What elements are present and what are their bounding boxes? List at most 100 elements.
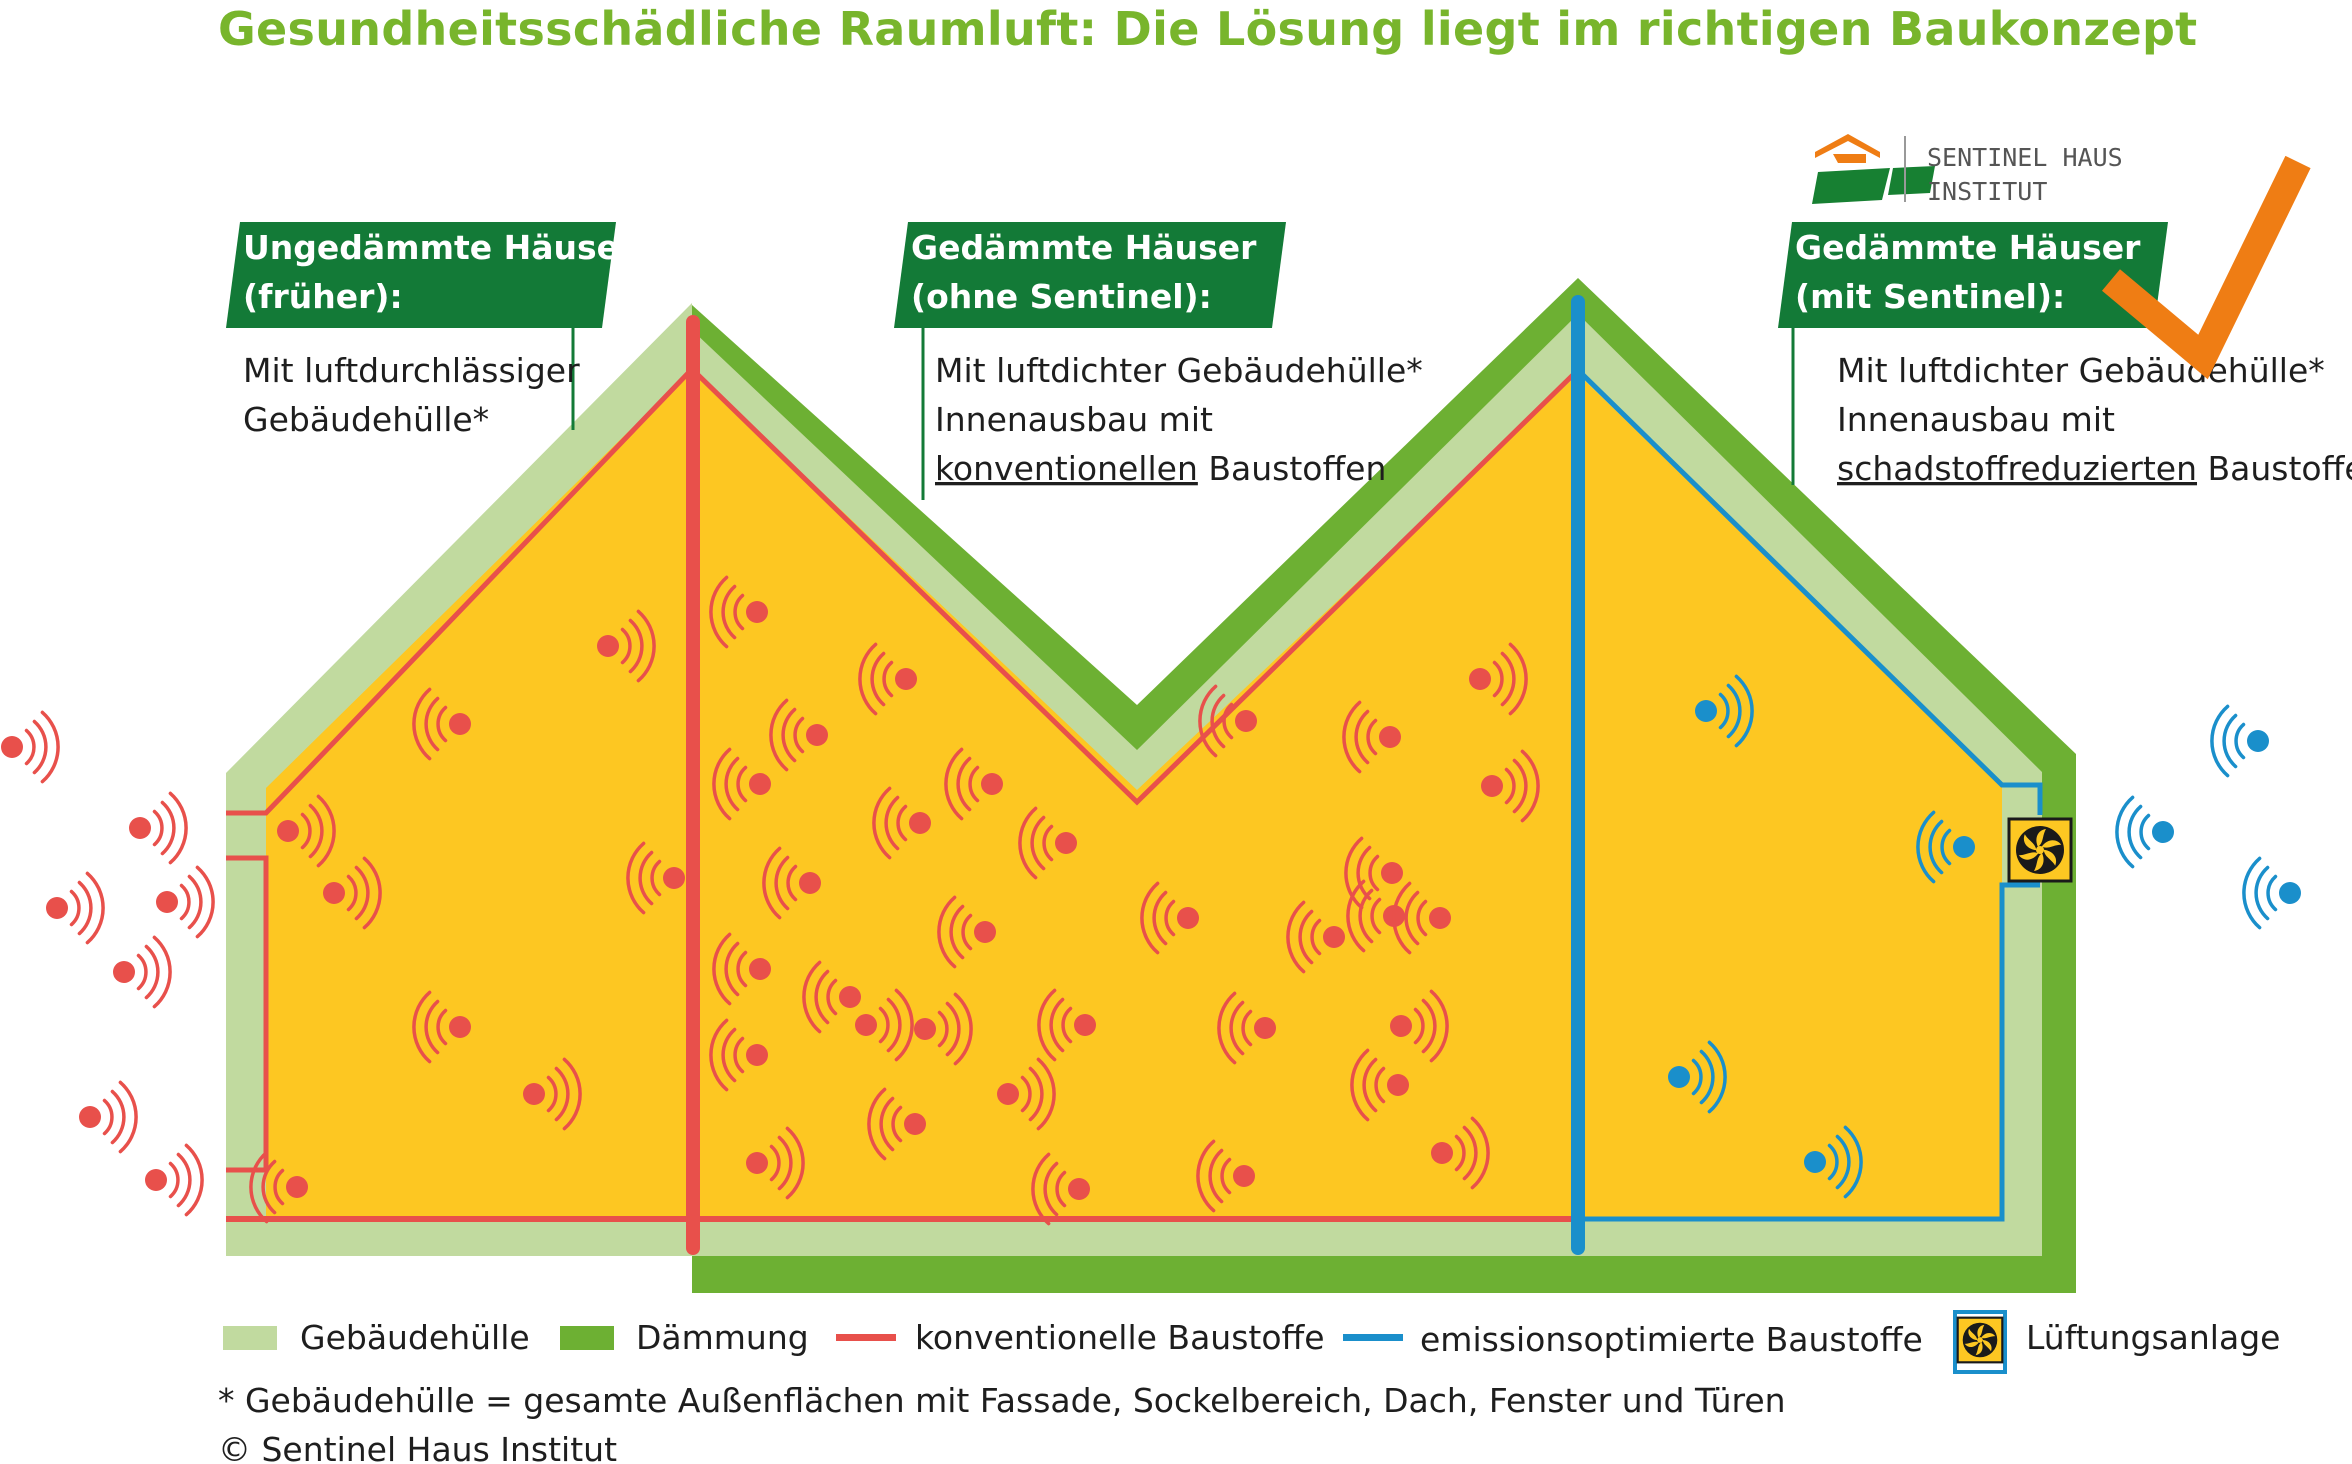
emission-wave-icon <box>867 1087 926 1161</box>
legend-emission-optimized-label: emissionsoptimierte Baustoffe <box>1420 1320 1923 1359</box>
house-heading-line: (früher): <box>243 277 403 316</box>
house-label-box <box>226 222 616 328</box>
emission-wave-icon <box>1469 642 1528 716</box>
emission-wave-icon <box>762 846 821 920</box>
emission-wave-icon <box>1198 684 1257 758</box>
legend-envelope-label: Gebäudehülle <box>300 1318 530 1357</box>
legend: Gebäudehülle Dämmung konventionelle Baus… <box>223 1310 2280 1374</box>
emission-wave-icon <box>858 642 917 716</box>
emission-wave-icon <box>113 935 172 1009</box>
emission-wave-icon <box>1031 1152 1090 1226</box>
sentinel-house-logo-icon <box>1812 134 1935 204</box>
emission-wave-icon <box>79 1080 138 1154</box>
building-section <box>226 278 2076 1293</box>
emission-wave-icon <box>1 710 60 784</box>
description-segment: Gebäudehülle* <box>243 400 489 439</box>
house-heading-line: Gedämmte Häuser <box>911 228 1257 267</box>
emission-wave-icon <box>1695 674 1754 748</box>
emission-wave-icon <box>145 1143 204 1217</box>
emission-wave-icon <box>46 871 105 945</box>
legend-emission-optimized-swatch <box>1343 1334 1403 1341</box>
emission-wave-icon <box>872 786 931 860</box>
legend-conventional-label: konventionelle Baustoffe <box>915 1318 1325 1357</box>
emission-wave-icon <box>1018 806 1077 880</box>
emission-wave-icon <box>746 1126 805 1200</box>
house-heading-line: (mit Sentinel): <box>1795 277 2065 316</box>
emission-wave-icon <box>277 794 336 868</box>
ventilation-fan-icon <box>2007 817 2073 883</box>
emission-wave-icon <box>1668 1040 1727 1114</box>
house-description-line: schadstoffreduzierten Baustoffen <box>1837 449 2352 488</box>
legend-insulation-label: Dämmung <box>636 1318 809 1357</box>
emission-wave-icon <box>156 865 215 939</box>
emission-wave-icon <box>2242 856 2301 930</box>
house-heading-line: Ungedämmte Häuser <box>243 228 636 267</box>
emission-wave-icon <box>1344 836 1403 910</box>
house-label-2: Gedämmte Häuser (ohne Sentinel): Mit luftd… <box>894 222 1423 500</box>
description-segment: Innenausbau mit <box>1837 400 2115 439</box>
logo-text-line2: INSTITUT <box>1927 177 2047 206</box>
emission-wave-icon <box>1217 991 1276 1065</box>
emission-wave-icon <box>412 687 471 761</box>
house-label-box <box>894 222 1286 328</box>
emission-symbols <box>1 575 2301 1226</box>
emission-wave-icon <box>2115 795 2174 869</box>
logo-text-line1: SENTINEL HAUS <box>1927 143 2123 172</box>
emission-wave-icon <box>769 698 828 772</box>
house-label-1: Ungedämmte Häuser (früher): Mit luftdurchl… <box>226 222 636 439</box>
house-heading-line: (ohne Sentinel): <box>911 277 1212 316</box>
description-segment: Innenausbau mit <box>935 400 1213 439</box>
emission-wave-icon <box>802 960 861 1034</box>
house-labels: Ungedämmte Häuser (früher): Mit luftdurchl… <box>226 222 2352 500</box>
emission-wave-icon <box>712 747 771 821</box>
emission-wave-icon <box>712 932 771 1006</box>
description-segment: Mit luftdurchlässiger <box>243 351 580 390</box>
emission-wave-icon <box>855 988 914 1062</box>
house-heading-line: Gedämmte Häuser <box>1795 228 2141 267</box>
house-description-line: Innenausbau mit <box>935 400 1213 439</box>
emission-wave-icon <box>1286 900 1345 974</box>
emission-wave-icon <box>1431 1116 1490 1190</box>
legend-insulation-swatch <box>560 1326 614 1350</box>
emission-wave-icon <box>597 609 656 683</box>
emission-wave-icon <box>129 791 188 865</box>
checkmark-icon <box>2102 155 2311 380</box>
legend-envelope-swatch <box>223 1326 277 1350</box>
description-segment: konventionellen <box>935 449 1198 488</box>
emission-wave-icon <box>709 1018 768 1092</box>
emission-wave-icon <box>1196 1139 1255 1213</box>
house-description-line: Mit luftdichter Gebäudehülle* <box>1837 351 2325 390</box>
description-segment: schadstoffreduzierten <box>1837 449 2197 488</box>
house-description-line: Gebäudehülle* <box>243 400 489 439</box>
house-label-3: Gedämmte Häuser (mit Sentinel): Mit luftdi… <box>1778 222 2352 488</box>
description-segment: Baustoffen <box>2197 449 2352 488</box>
emission-wave-icon <box>412 990 471 1064</box>
emission-wave-icon <box>626 841 685 915</box>
emission-wave-icon <box>1037 988 1096 1062</box>
emission-wave-icon <box>1140 881 1199 955</box>
legend-ventilation-label: Lüftungsanlage <box>2026 1318 2280 1357</box>
description-segment: Mit luftdichter Gebäudehülle* <box>935 351 1423 390</box>
house-description-line: Mit luftdichter Gebäudehülle* <box>935 351 1423 390</box>
house-label-box <box>1778 222 2168 328</box>
legend-conventional-swatch <box>836 1334 896 1341</box>
copyright: © Sentinel Haus Institut <box>218 1430 617 1464</box>
emission-wave-icon <box>1481 749 1540 823</box>
emission-wave-icon <box>914 992 973 1066</box>
description-segment: Baustoffen <box>1198 449 1387 488</box>
emission-wave-icon <box>1350 1048 1409 1122</box>
emission-wave-icon <box>1342 700 1401 774</box>
page-title: Gesundheitsschädliche Raumluft: Die Lösu… <box>218 2 2198 56</box>
emission-wave-icon <box>997 1057 1056 1131</box>
emission-wave-icon <box>1392 881 1451 955</box>
emission-wave-icon <box>1390 989 1449 1063</box>
footnote: * Gebäudehülle = gesamte Außenflächen mi… <box>218 1381 1786 1420</box>
emission-wave-icon <box>1916 810 1975 884</box>
house-description-line: Innenausbau mit <box>1837 400 2115 439</box>
house-description-line: konventionellen Baustoffen <box>935 449 1386 488</box>
emission-wave-icon <box>323 856 382 930</box>
emission-wave-icon <box>709 575 768 649</box>
legend-ventilation-icon <box>1953 1310 2007 1374</box>
emission-wave-icon <box>1804 1125 1863 1199</box>
